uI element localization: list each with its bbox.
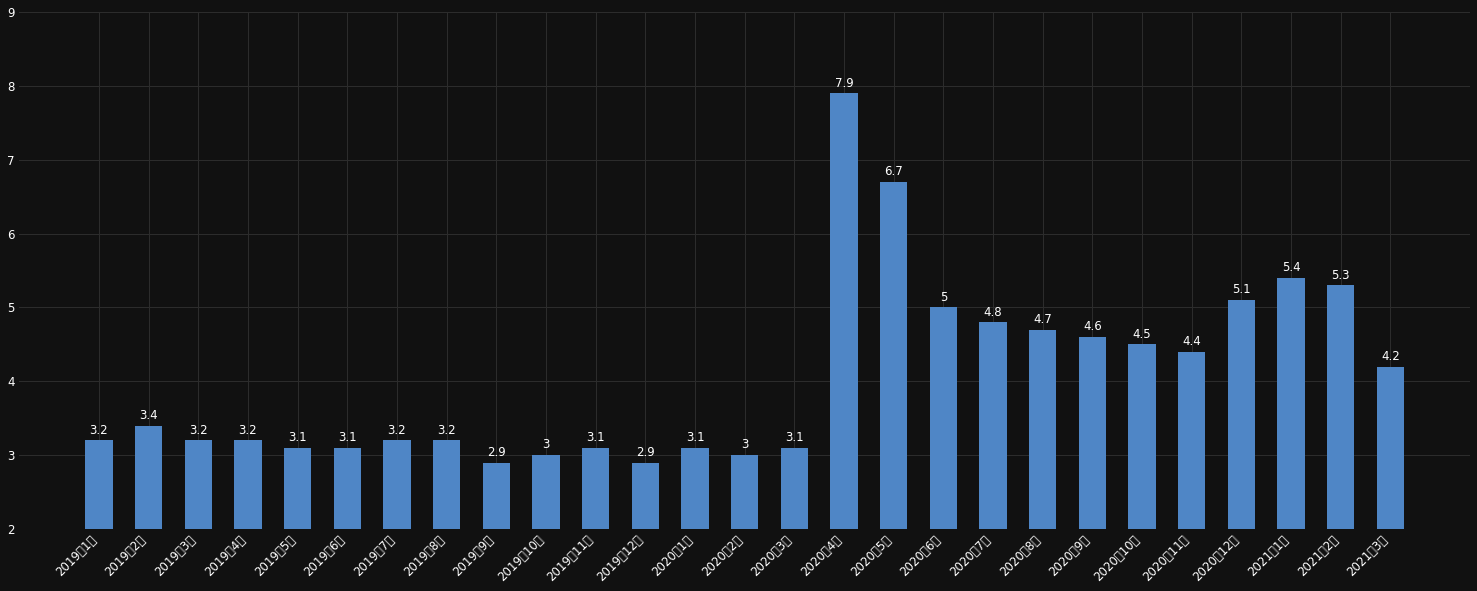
Text: 3.2: 3.2: [387, 424, 406, 437]
Bar: [134, 426, 162, 529]
Bar: [830, 93, 858, 529]
Text: 4.7: 4.7: [1034, 313, 1052, 326]
Text: 3.2: 3.2: [239, 424, 257, 437]
Text: 3.1: 3.1: [586, 431, 606, 444]
Bar: [1128, 345, 1155, 529]
Bar: [979, 322, 1007, 529]
Text: 5.1: 5.1: [1232, 283, 1251, 296]
Text: 3.1: 3.1: [786, 431, 803, 444]
Text: 2.9: 2.9: [637, 446, 654, 459]
Bar: [384, 440, 411, 529]
Bar: [1377, 366, 1405, 529]
Bar: [731, 455, 758, 529]
Bar: [1029, 330, 1056, 529]
Text: 5.3: 5.3: [1332, 268, 1350, 281]
Text: 3.1: 3.1: [288, 431, 307, 444]
Bar: [880, 182, 907, 529]
Bar: [483, 463, 510, 529]
Bar: [284, 448, 312, 529]
Text: 3.2: 3.2: [437, 424, 456, 437]
Bar: [582, 448, 610, 529]
Bar: [1278, 278, 1304, 529]
Bar: [1227, 300, 1255, 529]
Text: 2.9: 2.9: [487, 446, 505, 459]
Text: 3.2: 3.2: [90, 424, 108, 437]
Bar: [86, 440, 112, 529]
Text: 3.2: 3.2: [189, 424, 208, 437]
Text: 4.2: 4.2: [1381, 350, 1400, 363]
Text: 6.7: 6.7: [885, 165, 902, 178]
Text: 5: 5: [939, 291, 947, 304]
Bar: [235, 440, 261, 529]
Text: 3: 3: [741, 439, 749, 452]
Text: 3: 3: [542, 439, 549, 452]
Bar: [781, 448, 808, 529]
Text: 5.4: 5.4: [1282, 261, 1300, 274]
Bar: [1179, 352, 1205, 529]
Text: 3.1: 3.1: [685, 431, 705, 444]
Bar: [929, 307, 957, 529]
Bar: [681, 448, 709, 529]
Bar: [632, 463, 659, 529]
Text: 4.6: 4.6: [1083, 320, 1102, 333]
Bar: [532, 455, 560, 529]
Text: 3.1: 3.1: [338, 431, 356, 444]
Text: 4.5: 4.5: [1133, 327, 1152, 340]
Text: 3.4: 3.4: [139, 409, 158, 422]
Text: 4.4: 4.4: [1183, 335, 1201, 348]
Bar: [433, 440, 461, 529]
Bar: [185, 440, 211, 529]
Bar: [334, 448, 360, 529]
Bar: [1078, 337, 1106, 529]
Bar: [1328, 285, 1354, 529]
Text: 4.8: 4.8: [984, 306, 1003, 319]
Text: 7.9: 7.9: [835, 76, 854, 89]
